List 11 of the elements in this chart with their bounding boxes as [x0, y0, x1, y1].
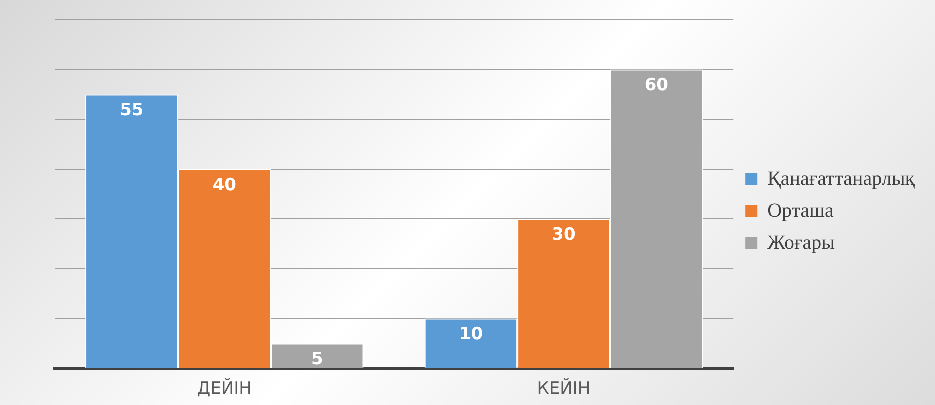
- data-label: 10: [459, 324, 484, 345]
- data-label: 5: [311, 350, 324, 370]
- legend-label: Орташа: [768, 200, 834, 222]
- data-label: 30: [552, 225, 576, 246]
- data-label: 55: [120, 100, 144, 121]
- x-tick-label: КЕЙІН: [537, 378, 591, 400]
- x-tick-label: ДЕЙІН: [197, 378, 252, 400]
- legend-label: Қанағаттанарлық: [768, 168, 916, 190]
- legend-label: Жоғары: [768, 232, 836, 254]
- data-label: 40: [212, 175, 237, 196]
- data-label: 60: [644, 76, 669, 96]
